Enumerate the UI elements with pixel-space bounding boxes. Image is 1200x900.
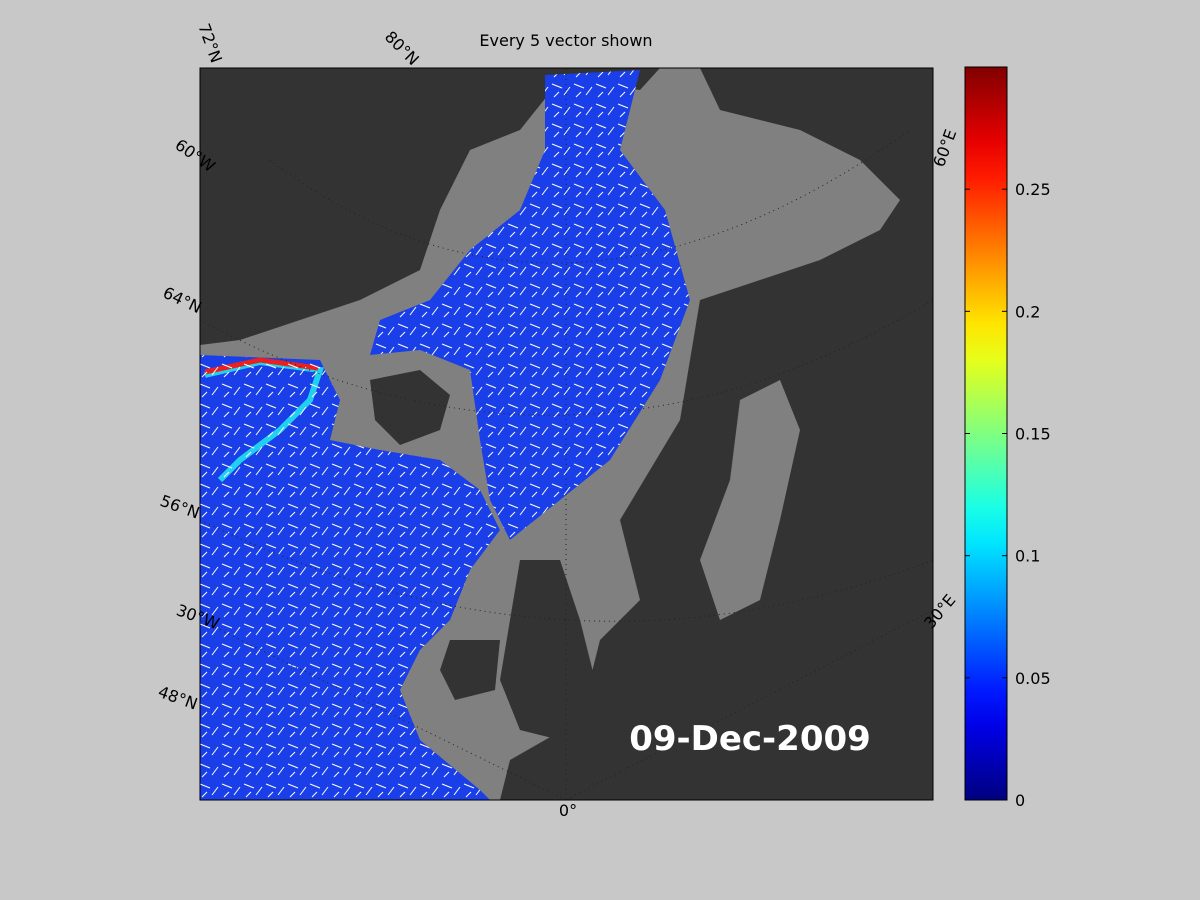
colorbar-tick-label: 0.15 — [1015, 425, 1051, 444]
graticule-label: 80°N — [381, 27, 423, 69]
vector-field — [370, 70, 690, 540]
graticule-label: 60°E — [929, 127, 960, 170]
colorbar-tick-label: 0.25 — [1015, 180, 1051, 199]
colorbar-tick-label: 0.05 — [1015, 669, 1051, 688]
map-frame — [199, 67, 934, 801]
map — [200, 68, 933, 800]
graticule — [200, 68, 933, 800]
europe — [500, 68, 933, 800]
vector-field — [200, 355, 500, 800]
greenland — [200, 68, 660, 345]
iceland — [370, 370, 450, 445]
graticule-label: 64°N — [160, 283, 205, 317]
colorbar-tick-label: 0 — [1015, 791, 1025, 810]
great-britain — [500, 560, 600, 740]
graticule-label: 48°N — [156, 682, 200, 714]
graticule-label: 0° — [559, 801, 577, 820]
ireland — [440, 640, 500, 700]
colorbar: 0 0.05 0.1 0.15 0.2 0.25 — [964, 66, 1051, 810]
colorbar-tick-label: 0.1 — [1015, 547, 1040, 566]
baltic-sea — [700, 380, 800, 620]
graticule-label: 56°N — [158, 491, 202, 523]
graticule-label: 72°N — [194, 21, 226, 65]
date-label: 09-Dec-2009 — [629, 719, 871, 759]
map-title: Every 5 vector shown — [479, 31, 652, 50]
colorbar-tick-label: 0.2 — [1015, 302, 1040, 321]
colorbar-scale — [964, 66, 1008, 801]
